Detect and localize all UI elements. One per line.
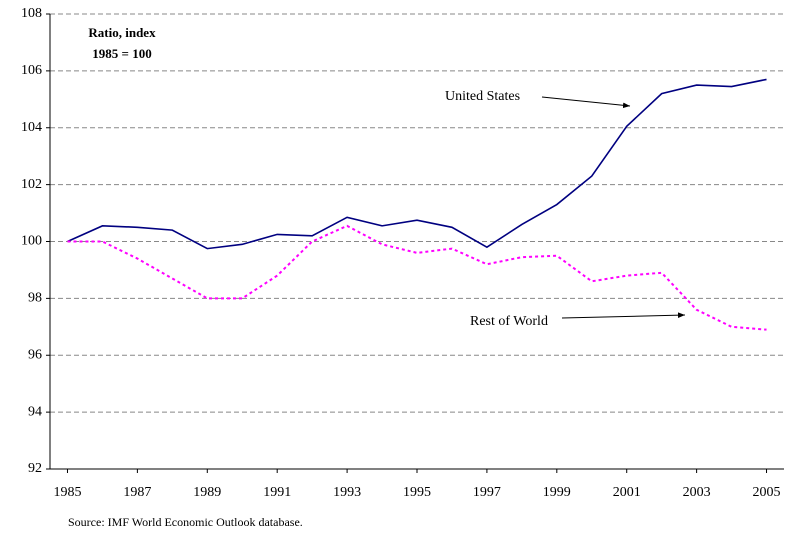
x-tick-label: 1993 [333,485,361,500]
x-tick-label: 1999 [543,485,571,500]
x-tick-label: 1989 [193,485,221,500]
y-tick-label: 102 [21,177,42,192]
source-note: Source: IMF World Economic Outlook datab… [68,515,303,529]
series-line [67,78,767,250]
y-tick-label: 100 [21,234,42,249]
x-tick-label: 2001 [613,485,641,500]
x-tick-label: 1987 [123,485,151,500]
x-tick-label: 1985 [53,485,81,500]
x-tick-label: 2003 [683,485,711,500]
y-tick-label: 104 [21,120,42,135]
y-tick-label: 96 [28,347,42,362]
series-line [67,224,767,331]
x-tick-label: 2005 [753,485,781,500]
annotation-arrow [541,96,631,109]
y-tick-label: 94 [28,404,42,419]
y-tick-label: 108 [21,6,42,21]
series-annotation: United States [445,89,520,104]
annotation-arrow [561,312,686,319]
x-tick-label: 1995 [403,485,431,500]
series-annotation: Rest of World [470,314,548,329]
y-tick-label: 92 [28,461,42,476]
y-tick-label: 98 [28,291,42,306]
x-tick-label: 1991 [263,485,291,500]
x-tick-label: 1997 [473,485,501,500]
y-label: 1985 = 100 [92,46,151,61]
y-label: Ratio, index [88,25,156,40]
y-tick-label: 106 [21,63,42,78]
